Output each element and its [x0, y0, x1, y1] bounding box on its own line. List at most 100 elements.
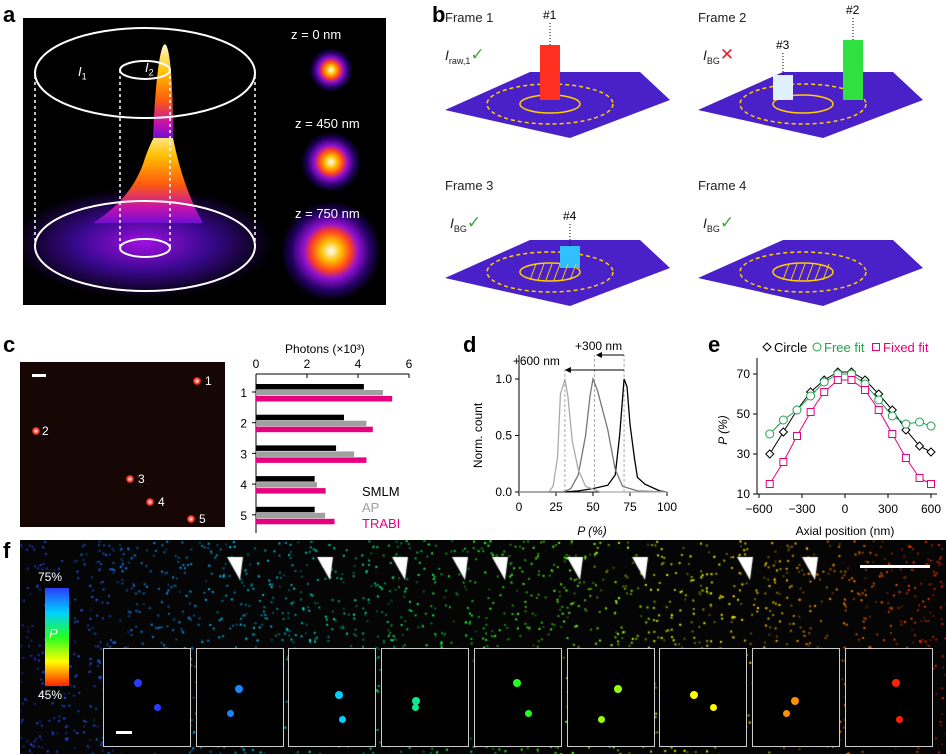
bar-trabi — [256, 488, 326, 494]
panel-label-a: a — [3, 2, 16, 27]
x-tick-label: 0 — [253, 357, 260, 371]
histogram-chart: 0 25 50 75 100 0.0 0.5 1.0 P (%) Norm. count +300 … — [471, 339, 677, 538]
colorbar: P — [45, 588, 69, 686]
intensity-surface — [698, 240, 923, 306]
x-tick-label: 600 — [921, 502, 941, 516]
panel-label-e: e — [708, 332, 721, 357]
y-tick-label: 30 — [737, 447, 751, 461]
scale-bar — [860, 565, 930, 568]
legend-fixed-fit: Fixed fit — [883, 340, 929, 355]
hatch-line — [790, 263, 798, 281]
shift-label: +300 nm — [575, 339, 622, 353]
circle-marker — [926, 421, 936, 431]
hatch-line — [822, 263, 830, 281]
square-marker — [927, 480, 935, 488]
background-ring — [739, 251, 867, 293]
square-marker — [861, 386, 870, 394]
emitter-spot — [412, 697, 421, 705]
square-marker — [806, 408, 815, 416]
frame-title: Frame 2 — [698, 10, 747, 25]
intensity-peak — [843, 40, 863, 100]
psf-peak — [93, 126, 203, 223]
circle-marker — [874, 395, 884, 405]
color-coded-image: P 75% 45% — [20, 540, 946, 754]
peak-label: #2 — [846, 3, 860, 17]
signal-ring — [519, 262, 581, 282]
colorbar-label: P — [49, 626, 58, 641]
emitter-spot — [790, 697, 799, 705]
signal-ring — [772, 262, 834, 282]
legend-free-fit: Free fit — [824, 340, 865, 355]
psf-base — [13, 188, 273, 298]
bar-ap — [256, 451, 355, 457]
fluorophore-spot — [32, 427, 40, 435]
psf-illustration: I1 I2 z = 0 nm z = 450 nm z = 750 nm — [13, 18, 386, 305]
intensity-peak — [560, 246, 580, 268]
zoom-inset — [659, 648, 748, 747]
circle-marker — [819, 377, 829, 387]
x-axis-title: Axial position (nm) — [796, 524, 895, 538]
emitter-spot — [524, 710, 532, 717]
circle-marker — [887, 411, 897, 421]
circle-marker — [806, 391, 816, 401]
y-axis-title: P (%) — [716, 415, 730, 445]
emitter-spot — [226, 710, 234, 717]
diamond-marker — [778, 427, 789, 437]
fluorophore-spot — [146, 498, 154, 506]
emitter-spot — [710, 704, 718, 711]
square-marker — [901, 454, 910, 462]
bar-smlm — [256, 506, 315, 513]
check-icon: ✓ — [470, 45, 485, 64]
zoom-inset — [751, 648, 840, 747]
cross-icon: ✕ — [719, 45, 735, 64]
square-marker — [779, 458, 788, 466]
arrow-head — [564, 367, 571, 373]
background-ring — [486, 83, 614, 125]
y-tick-label: 1 — [240, 386, 247, 400]
spot-label: 3 — [138, 472, 145, 486]
square-marker — [765, 480, 774, 488]
histogram-line — [519, 378, 667, 493]
shift-label: +600 nm — [513, 354, 560, 368]
y-tick-label: 0.5 — [495, 429, 512, 443]
frame-3: Frame 3 IBG✓ #4 — [440, 168, 693, 308]
intensity-label: IBG✕ — [703, 45, 735, 66]
emitter-spot — [154, 704, 161, 711]
frame-4: Frame 4 IBG✓ — [693, 168, 946, 308]
circle-marker — [915, 417, 925, 427]
square-marker — [915, 474, 924, 482]
x-tick-label: 100 — [657, 500, 677, 514]
hatch-line — [569, 263, 577, 281]
bar-trabi — [256, 518, 335, 525]
bar-smlm — [256, 384, 364, 390]
surface-plot — [698, 240, 923, 306]
background-ring — [739, 83, 867, 125]
square-marker — [833, 376, 842, 384]
circle-marker — [901, 419, 911, 429]
surface-plot: #4 — [445, 209, 670, 306]
y-tick-label: 4 — [240, 478, 247, 492]
bar-trabi — [256, 396, 393, 402]
frame-title: Frame 1 — [445, 10, 494, 25]
emitter-spot — [782, 710, 790, 717]
zoom-inset — [103, 648, 191, 747]
x-tick-label: 2 — [304, 357, 311, 371]
histogram-line — [519, 378, 668, 493]
emitter-spot — [412, 704, 420, 711]
x-tick-label: 25 — [549, 500, 563, 514]
histogram-line — [519, 376, 668, 493]
projection-lines — [34, 70, 256, 248]
hatch-line — [814, 263, 822, 281]
bar-ap — [256, 420, 367, 427]
x-axis-title: Photons (×10³) — [285, 342, 365, 356]
z-label-0: z = 0 nm — [291, 27, 342, 42]
zoom-inset — [844, 648, 933, 747]
emitter-spot — [512, 679, 521, 687]
emitter-spot — [335, 691, 344, 699]
inset-scale-bar — [116, 731, 132, 734]
psf-peak-top — [153, 44, 173, 138]
intensity-label: IBG✓ — [703, 213, 735, 234]
panel-label-c: c — [3, 332, 16, 357]
psf-spot-z750 — [281, 201, 381, 301]
